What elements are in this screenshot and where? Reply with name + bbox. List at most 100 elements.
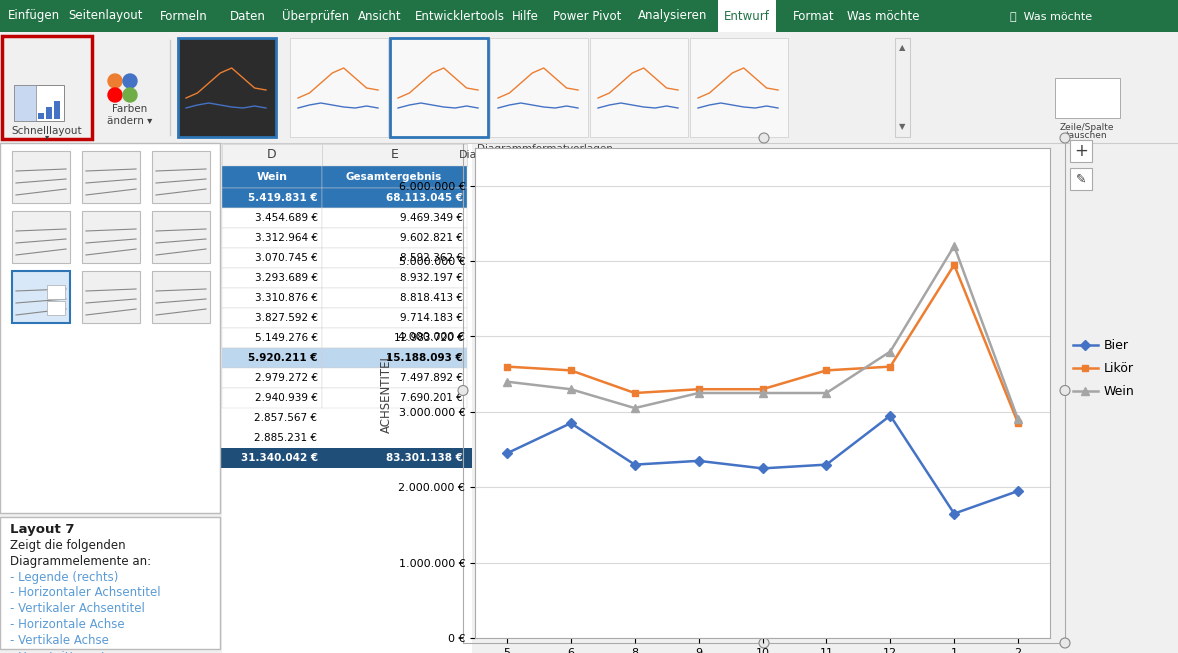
Text: Daten: Daten	[230, 10, 266, 22]
Bar	[152, 271, 210, 323]
Text: Formeln: Formeln	[160, 10, 207, 22]
Bar	[915, 38, 990, 137]
Bar	[322, 144, 466, 166]
Bier	[628, 461, 642, 469]
Bar	[221, 208, 322, 228]
Wein	[755, 389, 769, 397]
Bar	[221, 288, 322, 308]
Circle shape	[1060, 638, 1070, 648]
Text: Schnelllayout: Schnelllayout	[12, 126, 82, 136]
Bar	[690, 38, 788, 137]
Text: 2.979.272 €: 2.979.272 €	[254, 373, 318, 383]
Bar	[322, 268, 466, 288]
Bar	[590, 38, 688, 137]
Bar	[12, 151, 70, 203]
Bar	[221, 348, 322, 368]
Text: Analysieren: Analysieren	[638, 10, 707, 22]
Bar	[14, 85, 37, 121]
Bar	[47, 285, 65, 299]
Bar	[1070, 140, 1092, 162]
Text: 20.976.311 €: 20.976.311 €	[22, 453, 99, 463]
Bar	[322, 328, 466, 348]
Bar	[1050, 38, 1125, 137]
Likör	[820, 366, 834, 374]
Text: 12.983.720 €: 12.983.720 €	[393, 333, 463, 343]
Circle shape	[108, 74, 123, 88]
Text: ▼: ▼	[899, 123, 905, 131]
Bar	[221, 268, 322, 288]
Text: 2.940.939 €: 2.940.939 €	[256, 393, 318, 403]
Bar	[82, 151, 140, 203]
Bier	[499, 449, 514, 457]
Bar	[322, 348, 466, 368]
Text: Power Pivot: Power Pivot	[552, 10, 621, 22]
Text: 2.885.231 €: 2.885.231 €	[254, 433, 317, 443]
Circle shape	[759, 133, 769, 143]
Bar	[172, 32, 892, 143]
Text: Format: Format	[793, 10, 835, 22]
Bar	[12, 271, 70, 323]
Text: 15.188.093 €: 15.188.093 €	[386, 353, 463, 363]
Text: Entwurf: Entwurf	[724, 10, 770, 22]
Circle shape	[108, 88, 123, 102]
Circle shape	[759, 638, 769, 648]
Wein	[564, 385, 578, 393]
Bar	[221, 144, 322, 166]
Text: 💡  Was möchte: 💡 Was möchte	[1010, 11, 1092, 21]
Circle shape	[123, 74, 137, 88]
Text: Hilfe: Hilfe	[512, 10, 538, 22]
Bar	[221, 388, 322, 408]
Text: ▾: ▾	[45, 133, 49, 142]
Text: - Vertikaler Achsentitel: - Vertikaler Achsentitel	[9, 603, 145, 616]
Text: 5.419.831 €: 5.419.831 €	[249, 193, 318, 203]
Bar	[322, 288, 466, 308]
Bar	[221, 188, 322, 208]
Text: 3.310.876 €: 3.310.876 €	[256, 293, 318, 303]
Text: 9.602.821 €: 9.602.821 €	[401, 233, 463, 243]
Text: 8.592.362 €: 8.592.362 €	[401, 253, 463, 263]
Text: ✎: ✎	[1076, 172, 1086, 185]
Text: Diagrammformatvorlagen: Diagrammformatvorlagen	[477, 144, 613, 154]
Text: - Hauptgitternetz: - Hauptgitternetz	[9, 650, 112, 653]
Likör	[628, 389, 642, 397]
Text: Gesamtergebnis: Gesamtergebnis	[346, 172, 442, 182]
Bar	[290, 38, 388, 137]
Bar	[221, 143, 472, 653]
Text: Überprüfen: Überprüfen	[282, 9, 349, 23]
Bar	[1000, 0, 1178, 32]
Text: 2.857.567 €: 2.857.567 €	[254, 413, 317, 423]
Bar	[322, 368, 466, 388]
Text: ändern ▾: ändern ▾	[107, 116, 153, 126]
Bier	[564, 419, 578, 427]
Text: ▲: ▲	[899, 44, 905, 52]
Text: nis: nis	[143, 453, 160, 463]
Text: 1.864.031 €: 1.864.031 €	[154, 433, 217, 443]
Text: 31.340.042 €: 31.340.042 €	[240, 453, 318, 463]
Text: Diagrammformatvorlagen: Diagrammformatvorlagen	[459, 150, 604, 160]
Bier	[691, 457, 706, 465]
Text: 5.920.211 €: 5.920.211 €	[249, 353, 318, 363]
Bar	[895, 38, 909, 137]
Bar	[217, 448, 472, 468]
Text: Zeile/Spalte: Zeile/Spalte	[1060, 123, 1114, 133]
Bar	[322, 228, 466, 248]
Bar	[322, 166, 466, 188]
Text: 8.932.197 €: 8.932.197 €	[401, 273, 463, 283]
Text: Entwicklertools: Entwicklertools	[415, 10, 505, 22]
Bier	[820, 461, 834, 469]
Y-axis label: ACHSENTITEL: ACHSENTITEL	[379, 353, 392, 433]
Text: 9.469.349 €: 9.469.349 €	[401, 213, 463, 223]
Text: Layout 7: Layout 7	[9, 522, 74, 535]
Text: tauschen: tauschen	[1066, 131, 1107, 140]
Bar	[221, 248, 322, 268]
Text: - Horizontaler Achsentitel: - Horizontaler Achsentitel	[9, 586, 160, 599]
Likör	[499, 362, 514, 370]
Bar	[221, 228, 322, 248]
Text: - Horizontale Achse: - Horizontale Achse	[9, 618, 125, 631]
Text: Diagrammelemente an:: Diagrammelemente an:	[9, 554, 151, 567]
Bar	[221, 308, 322, 328]
Wein	[499, 378, 514, 386]
Bar	[0, 143, 1178, 653]
Text: 9.714.183 €: 9.714.183 €	[401, 313, 463, 323]
Likör	[947, 261, 961, 269]
